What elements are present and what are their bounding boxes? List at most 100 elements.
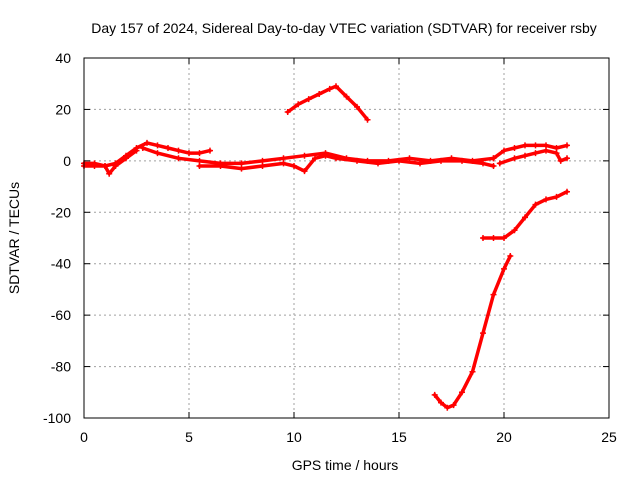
data-point: [522, 142, 528, 149]
data-point: [511, 155, 518, 162]
data-point: [106, 170, 113, 177]
data-point: [532, 150, 539, 157]
data-point: [480, 235, 486, 241]
data-point: [280, 160, 287, 167]
data-point: [501, 265, 507, 272]
x-tick-label: 0: [80, 429, 88, 445]
y-tick-label: 0: [63, 153, 71, 169]
data-point: [102, 163, 108, 169]
data-point: [291, 163, 297, 169]
data-point: [375, 160, 381, 167]
data-point: [123, 155, 129, 162]
data-point: [438, 399, 444, 406]
data-point: [564, 142, 570, 149]
data-point: [444, 404, 451, 411]
data-point: [532, 142, 539, 149]
data-point: [316, 91, 323, 97]
data-point: [284, 109, 291, 115]
y-tick-label: 40: [55, 50, 71, 66]
data-point: [280, 155, 287, 162]
data-point: [295, 101, 302, 108]
data-point: [186, 150, 192, 157]
series-track-5: [285, 84, 370, 122]
y-axis-label: SDTVAR / TECUs: [6, 182, 22, 294]
data-point: [480, 330, 486, 337]
data-point: [91, 160, 98, 167]
x-tick-label: 20: [496, 429, 512, 445]
x-tick-label: 10: [286, 429, 302, 445]
tick-layer: 0 5 10 15 20 25 -100 -80 -60 -40 -20 0 20 40: [43, 50, 617, 445]
data-point: [333, 83, 339, 90]
data-point: [511, 227, 518, 234]
y-tick-label: -80: [51, 359, 71, 375]
data-point: [154, 150, 161, 157]
data-point: [438, 157, 444, 164]
data-point: [406, 155, 413, 162]
y-tick-label: -60: [51, 307, 71, 323]
series-track-1: [82, 141, 212, 168]
data-point: [259, 163, 266, 169]
data-point: [139, 145, 146, 151]
data-point: [354, 103, 360, 110]
data-point: [144, 139, 150, 146]
data-point: [501, 147, 507, 154]
data-point: [543, 142, 549, 149]
data-point: [343, 93, 350, 100]
data-point: [490, 155, 497, 162]
data-point: [175, 147, 182, 154]
data-point: [507, 253, 514, 259]
x-axis-label: GPS time / hours: [292, 457, 399, 473]
data-point: [490, 291, 497, 298]
data-point: [217, 163, 224, 169]
data-point: [133, 147, 140, 154]
data-point: [165, 145, 171, 151]
data-point: [459, 157, 465, 164]
data-point: [196, 157, 203, 164]
series-track-4: [197, 153, 496, 173]
y-tick-label: -40: [51, 256, 71, 272]
series-layer: [81, 83, 570, 411]
y-tick-label: -20: [51, 204, 71, 220]
data-point: [459, 389, 465, 396]
data-point: [564, 188, 570, 195]
data-point: [532, 201, 539, 208]
data-point: [354, 157, 360, 164]
data-point: [333, 155, 339, 162]
chart-title: Day 157 of 2024, Sidereal Day-to-day VTE…: [91, 20, 597, 36]
plot-frame: [83, 57, 610, 419]
data-point: [322, 152, 329, 159]
data-point: [553, 145, 560, 151]
data-point: [364, 116, 371, 123]
data-point: [490, 235, 497, 241]
data-point: [238, 160, 245, 167]
data-point: [501, 235, 507, 241]
data-point: [553, 150, 560, 157]
data-point: [417, 160, 423, 167]
data-point: [305, 96, 312, 103]
data-point: [450, 402, 457, 409]
series-track-9: [432, 254, 513, 410]
data-point: [511, 145, 518, 151]
data-point: [543, 147, 549, 154]
data-point: [175, 155, 182, 162]
x-tick-label: 5: [185, 429, 193, 445]
grid-layer: [84, 58, 609, 418]
x-tick-label: 15: [391, 429, 407, 445]
data-point: [431, 391, 438, 398]
data-point: [196, 150, 203, 157]
data-point: [238, 165, 245, 172]
data-point: [480, 160, 486, 167]
data-point: [396, 157, 402, 164]
data-point: [543, 196, 549, 203]
data-point: [557, 157, 564, 164]
data-point: [496, 160, 503, 167]
data-point: [326, 85, 333, 92]
data-point: [207, 147, 213, 154]
data-point: [312, 155, 318, 162]
x-tick-label: 25: [601, 429, 617, 445]
data-point: [522, 152, 528, 159]
data-point: [553, 193, 560, 200]
data-point: [112, 163, 119, 169]
data-point: [301, 168, 308, 175]
